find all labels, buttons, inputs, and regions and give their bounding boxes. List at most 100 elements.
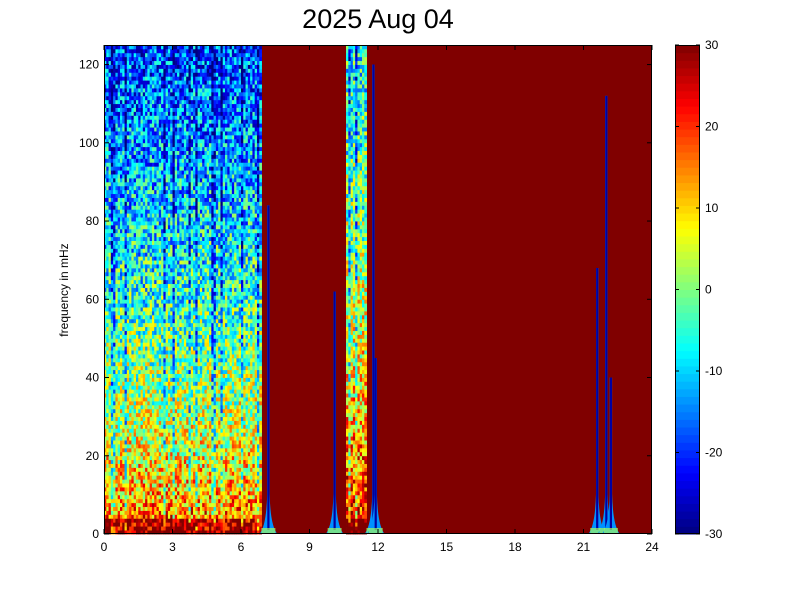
heatmap-cell bbox=[154, 99, 157, 105]
heatmap-cell bbox=[172, 326, 176, 331]
heatmap-cell bbox=[177, 52, 180, 58]
heatmap-cell bbox=[124, 174, 128, 179]
heatmap-cell bbox=[126, 291, 130, 296]
heatmap-cell bbox=[122, 170, 125, 175]
heatmap-cell bbox=[135, 440, 139, 445]
heatmap-cell bbox=[124, 209, 128, 214]
heatmap-cell bbox=[138, 283, 141, 288]
heatmap-cell bbox=[113, 279, 116, 285]
heatmap-cell bbox=[154, 60, 157, 65]
heatmap-cell bbox=[108, 64, 112, 69]
heatmap-cell bbox=[138, 68, 141, 73]
heatmap-cell bbox=[108, 314, 112, 320]
heatmap-cell bbox=[113, 369, 116, 375]
heatmap-cell bbox=[119, 264, 123, 269]
heatmap-cell bbox=[156, 244, 160, 249]
heatmap-cell bbox=[188, 181, 192, 187]
heatmap-cell bbox=[110, 244, 114, 249]
heatmap-cell bbox=[188, 291, 192, 296]
heatmap-cell bbox=[156, 146, 160, 152]
heatmap-cell bbox=[104, 393, 107, 398]
heatmap-cell bbox=[183, 99, 187, 105]
heatmap-cell bbox=[119, 142, 123, 148]
heatmap-cell bbox=[108, 154, 112, 159]
heatmap-cell bbox=[142, 283, 146, 288]
heatmap-cell bbox=[174, 389, 178, 394]
heatmap-cell bbox=[151, 354, 155, 359]
heatmap-cell bbox=[113, 111, 116, 116]
heatmap-cell bbox=[108, 377, 112, 382]
heatmap-cell bbox=[140, 150, 144, 155]
heatmap-cell bbox=[183, 432, 187, 437]
heatmap-cell bbox=[133, 252, 137, 257]
heatmap-cell bbox=[188, 267, 192, 273]
heatmap-cell bbox=[117, 166, 121, 171]
heatmap-cell bbox=[183, 475, 187, 480]
heatmap-cell bbox=[135, 170, 139, 175]
heatmap-cell bbox=[117, 432, 121, 437]
heatmap-cell bbox=[104, 526, 107, 531]
heatmap-cell bbox=[165, 205, 169, 210]
heatmap-cell bbox=[174, 436, 178, 441]
heatmap-cell bbox=[149, 201, 153, 206]
heatmap-cell bbox=[170, 72, 173, 77]
heatmap-cell bbox=[131, 373, 135, 378]
heatmap-cell bbox=[170, 221, 173, 226]
heatmap-cell bbox=[174, 244, 178, 249]
heatmap-cell bbox=[161, 404, 164, 410]
heatmap-cell bbox=[147, 271, 151, 277]
heatmap-cell bbox=[186, 228, 189, 234]
heatmap-cell bbox=[188, 318, 192, 324]
heatmap-cell bbox=[135, 119, 139, 124]
heatmap-cell bbox=[149, 166, 153, 171]
heatmap-cell bbox=[181, 369, 185, 375]
heatmap-cell bbox=[108, 84, 112, 89]
heatmap-cell bbox=[177, 162, 180, 167]
heatmap-cell bbox=[177, 522, 180, 527]
heatmap-cell bbox=[165, 299, 169, 304]
heatmap-cell bbox=[183, 48, 187, 54]
heatmap-cell bbox=[167, 205, 171, 210]
heatmap-cell bbox=[110, 518, 114, 523]
heatmap-cell bbox=[108, 201, 112, 206]
heatmap-cell bbox=[188, 72, 192, 77]
heatmap-cell bbox=[145, 385, 148, 390]
heatmap-cell bbox=[113, 256, 116, 261]
heatmap-cell bbox=[165, 48, 169, 54]
heatmap-cell bbox=[170, 115, 173, 120]
heatmap-cell bbox=[183, 181, 187, 187]
heatmap-cell bbox=[106, 56, 109, 62]
heatmap-cell bbox=[163, 518, 167, 523]
heatmap-cell bbox=[106, 271, 109, 277]
heatmap-cell bbox=[104, 264, 107, 269]
heatmap-cell bbox=[124, 412, 128, 418]
heatmap-cell bbox=[108, 264, 112, 269]
heatmap-cell bbox=[133, 475, 137, 480]
heatmap-cell bbox=[172, 463, 176, 468]
heatmap-cell bbox=[186, 72, 189, 77]
heatmap-cell bbox=[179, 221, 183, 226]
heatmap-cell bbox=[172, 373, 176, 378]
heatmap-cell bbox=[138, 400, 141, 406]
heatmap-cell bbox=[177, 60, 180, 65]
heatmap-cell bbox=[115, 490, 119, 496]
heatmap-cell bbox=[172, 174, 176, 179]
heatmap-cell bbox=[131, 326, 135, 331]
heatmap-cell bbox=[186, 84, 189, 89]
heatmap-cell bbox=[179, 252, 183, 257]
heatmap-cell bbox=[149, 420, 153, 425]
heatmap-cell bbox=[188, 119, 192, 124]
heatmap-cell bbox=[172, 361, 176, 367]
heatmap-cell bbox=[167, 158, 171, 163]
heatmap-cell bbox=[186, 283, 189, 288]
heatmap-cell bbox=[147, 510, 151, 515]
heatmap-cell bbox=[161, 303, 164, 308]
heatmap-cell bbox=[126, 451, 130, 457]
heatmap-cell bbox=[188, 350, 192, 355]
heatmap-cell bbox=[133, 197, 137, 202]
heatmap-cell bbox=[161, 483, 164, 488]
heatmap-cell bbox=[167, 123, 171, 128]
heatmap-cell bbox=[147, 459, 151, 464]
heatmap-cell bbox=[172, 170, 176, 175]
heatmap-cell bbox=[140, 131, 144, 136]
